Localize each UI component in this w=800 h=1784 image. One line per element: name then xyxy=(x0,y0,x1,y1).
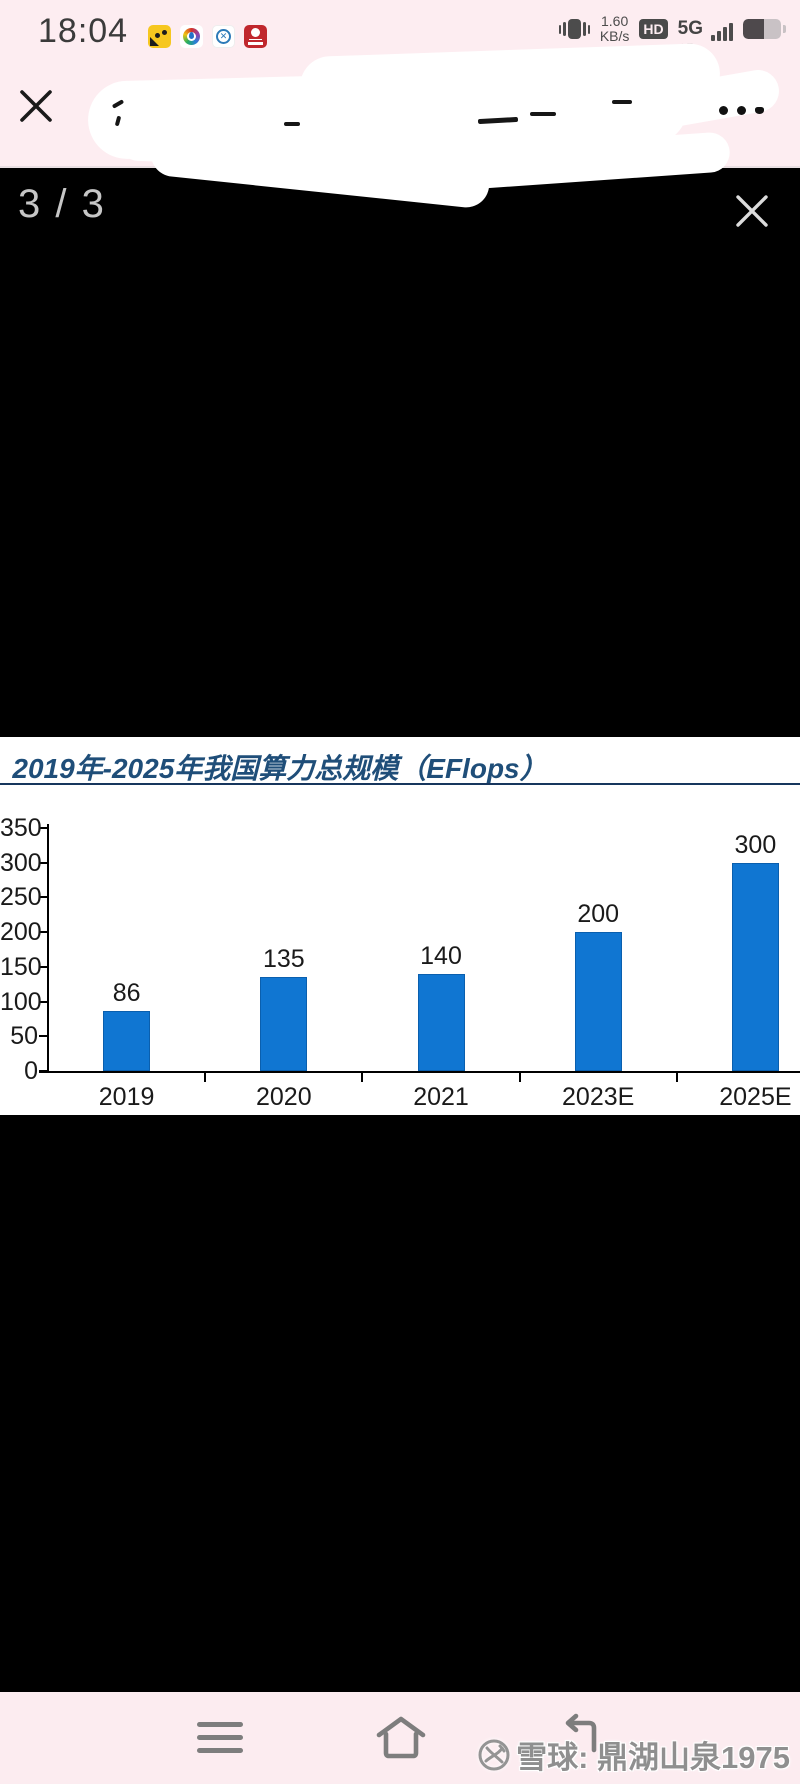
close-icon[interactable] xyxy=(18,88,54,129)
x-axis-tick xyxy=(518,1073,521,1082)
signal-5g-icon: 5G ▲▼ xyxy=(677,18,733,51)
y-axis-tick xyxy=(39,827,48,829)
x-axis-label: 2025E xyxy=(719,1083,792,1111)
title-underline xyxy=(0,783,800,785)
y-axis-label: 0 xyxy=(24,1057,38,1085)
watermark-text: 雪球: 鼎湖山泉1975 xyxy=(516,1740,790,1775)
chart-bar xyxy=(260,977,308,1071)
y-axis-label: 350 xyxy=(0,814,42,842)
bar-value-label: 300 xyxy=(734,830,777,859)
x-axis-tick xyxy=(675,1073,678,1082)
y-axis-tick xyxy=(39,896,48,899)
network-speed: 1.60 KB/s xyxy=(600,14,630,44)
bar-value-label: 140 xyxy=(420,941,462,970)
watermark: 雪球: 鼎湖山泉1975 xyxy=(476,1732,790,1777)
page-counter: 3 / 3 xyxy=(18,182,106,226)
image-viewer: 3 / 3 xyxy=(0,128,800,737)
x-axis-tick xyxy=(204,1073,207,1082)
overflow-menu-icon[interactable] xyxy=(719,106,764,115)
xueqiu-logo-icon xyxy=(478,1739,510,1770)
back-icon[interactable] xyxy=(556,1712,606,1761)
y-axis-label: 50 xyxy=(10,1022,38,1051)
x-axis-label: 2023E xyxy=(562,1083,635,1111)
bar-value-label: 86 xyxy=(112,979,141,1008)
x-axis-line xyxy=(39,1071,800,1073)
chart-bar xyxy=(417,973,465,1071)
y-axis-label: 300 xyxy=(0,848,42,877)
x-axis-label: 2019 xyxy=(98,1083,155,1111)
y-axis-line xyxy=(47,824,49,1073)
notification-icons: ✕ xyxy=(148,25,267,48)
y-axis-label: 200 xyxy=(0,918,42,947)
network-type-label: 5G xyxy=(677,18,703,39)
home-icon[interactable] xyxy=(374,1714,428,1767)
xueqiu-app-icon: ✕ xyxy=(212,25,235,48)
color-ring-app-icon xyxy=(180,25,203,48)
vibrate-icon xyxy=(558,19,590,39)
chart-bar xyxy=(103,1011,151,1071)
chart-bar xyxy=(731,862,779,1071)
battery-nub xyxy=(783,25,786,33)
y-axis-tick xyxy=(39,931,48,934)
net-speed-unit: KB/s xyxy=(599,28,630,44)
x-axis-tick xyxy=(361,1073,364,1082)
battery-icon xyxy=(743,19,781,39)
bar-value-label: 135 xyxy=(262,945,305,974)
y-axis-tick xyxy=(39,1035,48,1038)
bee-app-icon xyxy=(148,25,171,48)
y-axis-label: 250 xyxy=(0,883,42,912)
bank-app-icon xyxy=(244,25,267,48)
y-axis-label: 150 xyxy=(0,952,42,981)
status-right-cluster: 1.60 KB/s HD 5G ▲▼ xyxy=(558,14,786,51)
system-navbar: 雪球: 鼎湖山泉1975 xyxy=(0,1692,800,1784)
x-axis-label: 2021 xyxy=(413,1083,469,1111)
hd-icon: HD xyxy=(639,19,668,39)
x-axis-label: 2020 xyxy=(255,1083,312,1111)
viewer-lower-area xyxy=(0,1115,800,1692)
clock-time: 18:04 xyxy=(38,12,129,50)
chart-panel: 2019年-2025年我国算力总规模（EFlops） 0 50 100 150 200 2… xyxy=(0,737,800,1115)
y-axis-tick xyxy=(39,965,48,968)
viewer-close-icon[interactable] xyxy=(733,192,771,235)
y-axis-label: 100 xyxy=(0,987,42,1016)
net-speed-value: 1.60 xyxy=(600,13,629,29)
y-axis-tick xyxy=(39,861,48,864)
y-axis-tick xyxy=(39,1000,48,1003)
chart-bar xyxy=(574,932,622,1071)
menu-icon[interactable] xyxy=(197,1722,243,1761)
bar-value-label: 200 xyxy=(577,900,620,929)
y-axis-tick xyxy=(39,1070,48,1072)
chart-title: 2019年-2025年我国算力总规模（EFlops） xyxy=(12,753,548,784)
